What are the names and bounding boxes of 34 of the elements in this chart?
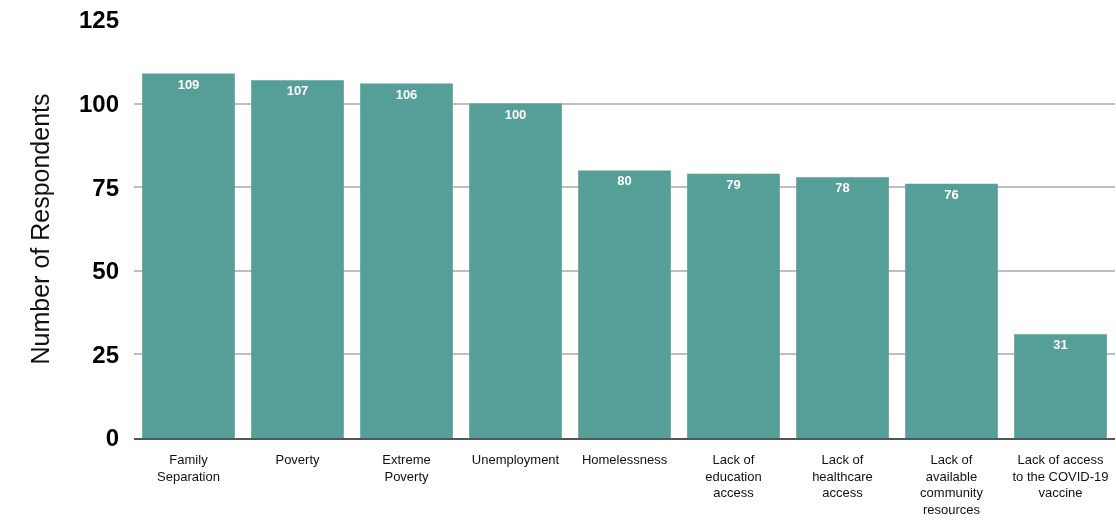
bar xyxy=(1014,334,1107,438)
data-label: 31 xyxy=(1053,337,1068,353)
x-tick-label: Family Separation xyxy=(157,451,220,484)
y-tick-label: 75 xyxy=(92,173,119,201)
x-tick-label: Lack of access to the COVID-19 vaccine xyxy=(1012,451,1109,501)
y-tick-label: 25 xyxy=(92,340,119,368)
x-tick-label: Lack of available community resources xyxy=(920,451,984,518)
data-label: 80 xyxy=(617,173,632,189)
y-tick-label: 0 xyxy=(105,424,119,452)
y-tick-label: 50 xyxy=(92,257,119,285)
x-tick-label: Lack of healthcare access xyxy=(812,451,873,501)
x-tick-label: Homelessness xyxy=(581,451,668,467)
data-label: 107 xyxy=(286,83,309,99)
bar xyxy=(142,73,235,438)
bar xyxy=(251,80,344,438)
x-tick-label: Lack of education access xyxy=(705,451,762,501)
y-tick-label: 125 xyxy=(78,6,119,34)
data-label: 109 xyxy=(177,76,200,92)
bar xyxy=(360,83,453,438)
bar xyxy=(687,173,780,438)
y-axis-title: Number of Respondents xyxy=(25,93,54,365)
data-label: 100 xyxy=(504,106,527,122)
data-label: 78 xyxy=(835,180,850,196)
data-label: 106 xyxy=(395,86,418,102)
data-label: 79 xyxy=(726,176,741,192)
x-tick-label: Extreme Poverty xyxy=(382,451,431,484)
bar xyxy=(905,183,998,438)
bar xyxy=(796,177,889,438)
y-tick-label: 100 xyxy=(78,90,119,117)
bar xyxy=(469,103,562,438)
bar xyxy=(578,170,671,438)
x-tick-label: Unemployment xyxy=(471,451,560,467)
data-label: 76 xyxy=(944,186,959,202)
x-tick-label: Poverty xyxy=(275,451,321,467)
